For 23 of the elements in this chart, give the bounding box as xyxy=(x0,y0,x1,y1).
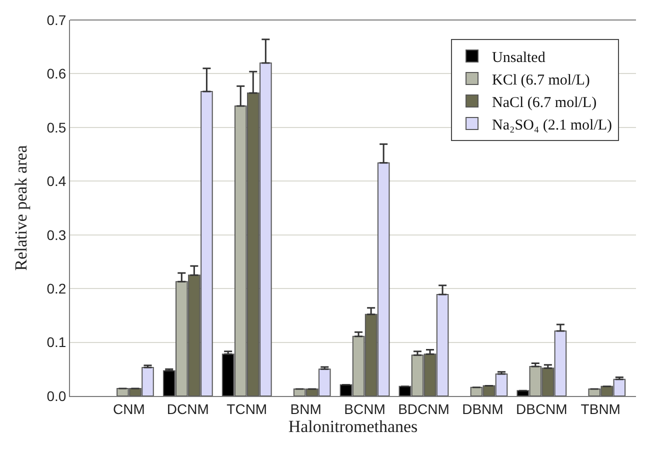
y-tick-label: 0.3 xyxy=(46,226,66,243)
y-tick-label: 0.4 xyxy=(46,173,66,190)
x-tick-label: BNM xyxy=(290,400,322,417)
y-tick-label: 0.6 xyxy=(46,66,66,82)
x-tick-label: BCNM xyxy=(344,400,386,417)
y-tick-label: 0.1 xyxy=(46,334,66,350)
x-tick-label: TCNM xyxy=(226,400,268,417)
legend-label: Na₂SO₄ (2.1 mol/L) xyxy=(492,117,612,134)
x-tick-label: BDCNM xyxy=(398,400,450,417)
x-tick-label: DBNM xyxy=(462,400,504,417)
legend-label: KCl (6.7 mol/L) xyxy=(492,72,590,88)
y-tick-label: 0.7 xyxy=(46,12,66,28)
y-tick-label: 0.5 xyxy=(46,119,66,136)
x-tick-label: CNM xyxy=(113,400,145,417)
legend-label: NaCl (6.7 mol/L) xyxy=(492,94,597,111)
y-axis-title: Relative peak area xyxy=(11,144,30,271)
y-tick-label: 0.2 xyxy=(46,280,66,296)
x-tick-label: TBNM xyxy=(580,400,620,417)
x-tick-label: DBCNM xyxy=(516,400,568,417)
y-tick-label: 0.0 xyxy=(46,388,66,404)
x-tick-label: DCNM xyxy=(166,400,209,417)
legend-label: Unsalted xyxy=(492,50,546,66)
x-axis-title: Halonitromethanes xyxy=(288,417,418,436)
